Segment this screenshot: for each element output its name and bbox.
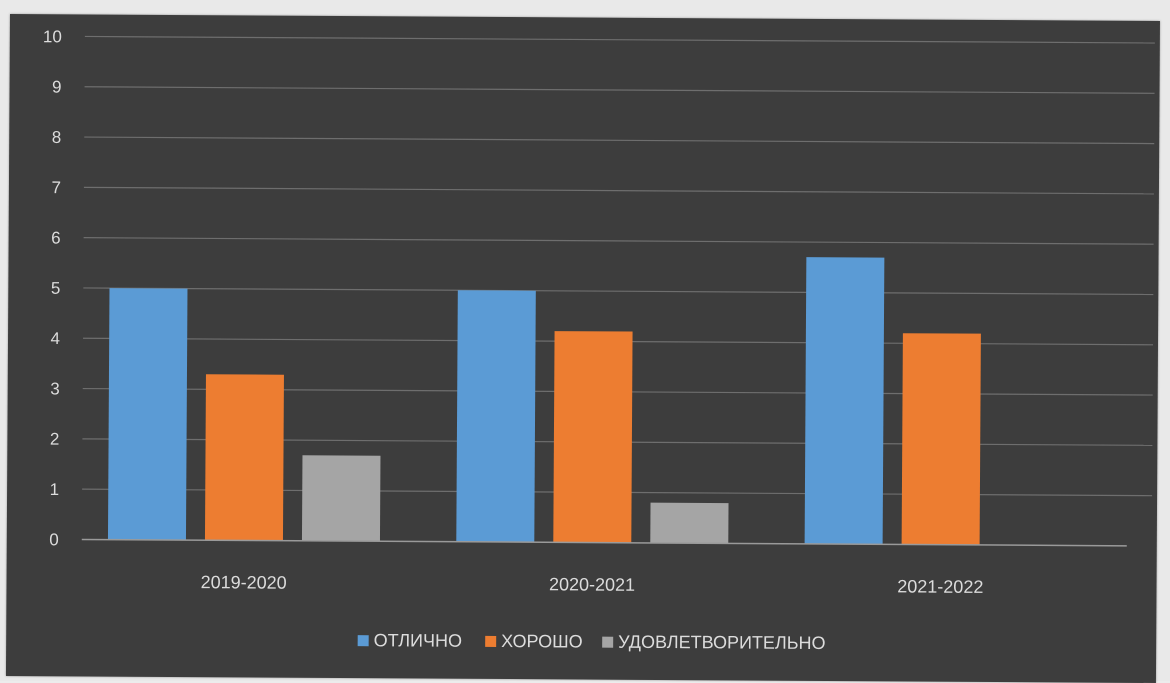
gridline-5 xyxy=(83,287,1154,296)
y-tick-label-4: 4 xyxy=(50,329,60,348)
legend-label-0: ОТЛИЧНО xyxy=(374,630,462,651)
y-tick-label-7: 7 xyxy=(51,178,61,197)
bar-chart: 0 1 2 3 4 5 6 7 8 9 10 2019-2020 2020-2021 2021-2022… xyxy=(43,27,1155,653)
bar-2019-2020-УДОВЛЕТВОРИТЕЛЬНО xyxy=(301,455,381,542)
legend-swatch-0 xyxy=(357,635,369,647)
bar-2021-2022-ОТЛИЧНО xyxy=(804,257,885,545)
bar-2020-2021-ОТЛИЧНО xyxy=(456,290,536,543)
y-tick-label-8: 8 xyxy=(52,128,62,147)
x-axis-categories: 2019-2020 2020-2021 2021-2022 xyxy=(201,572,984,597)
legend-swatch-1 xyxy=(485,635,497,647)
x-category-label: 2020-2021 xyxy=(549,574,635,595)
x-category-label: 2019-2020 xyxy=(201,572,287,593)
bar-2021-2022-ХОРОШО xyxy=(901,333,981,545)
bar-2019-2020-ХОРОШО xyxy=(204,374,284,541)
legend-label-1: ХОРОШО xyxy=(501,631,583,651)
y-tick-label-5: 5 xyxy=(51,279,61,298)
legend-label-2: УДОВЛЕТВОРИТЕЛЬНО xyxy=(618,632,826,653)
chart-panel: 0 1 2 3 4 5 6 7 8 9 10 2019-2020 2020-2021 2021-2022… xyxy=(5,14,1160,683)
y-axis-ticks: 0 1 2 3 4 5 6 7 8 9 10 xyxy=(43,27,62,549)
x-category-label: 2021-2022 xyxy=(897,576,983,597)
y-tick-label-10: 10 xyxy=(43,27,62,46)
bar-2019-2020-ОТЛИЧНО xyxy=(107,288,188,541)
y-tick-label-3: 3 xyxy=(50,379,60,398)
y-tick-label-2: 2 xyxy=(50,430,60,449)
bars xyxy=(107,257,981,545)
x-axis xyxy=(81,538,1127,547)
legend-swatch-2 xyxy=(602,636,614,648)
gridline-6 xyxy=(83,237,1154,245)
y-tick-label-0: 0 xyxy=(49,530,59,549)
gridline-9 xyxy=(84,86,1155,94)
gridline-8 xyxy=(84,136,1155,145)
bar-2020-2021-УДОВЛЕТВОРИТЕЛЬНО xyxy=(650,502,729,544)
x-axis-line xyxy=(81,538,1127,547)
gridline-7 xyxy=(83,186,1154,195)
y-tick-label-1: 1 xyxy=(50,480,60,499)
y-tick-label-6: 6 xyxy=(51,228,61,247)
gridline-10 xyxy=(84,35,1155,44)
legend: ОТЛИЧНО ХОРОШО УДОВЛЕТВОРИТЕЛЬНО xyxy=(357,630,826,653)
y-tick-label-9: 9 xyxy=(52,78,62,97)
bar-2020-2021-ХОРОШО xyxy=(553,331,633,543)
